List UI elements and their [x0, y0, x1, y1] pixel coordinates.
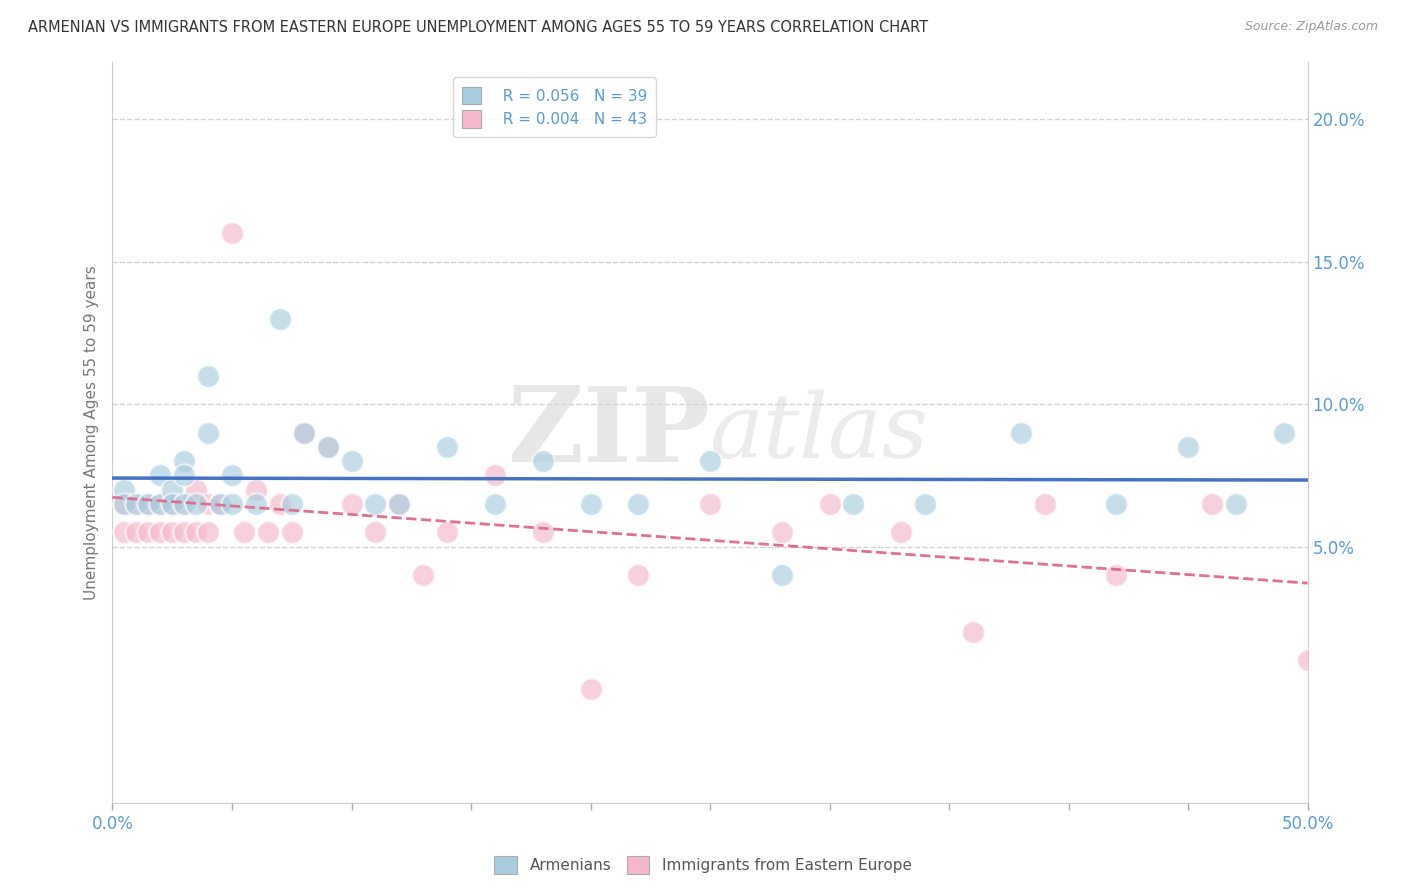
- Point: [699, 497, 721, 511]
- Point: [292, 425, 315, 440]
- Point: [186, 525, 208, 540]
- Point: [1225, 497, 1247, 511]
- Point: [699, 454, 721, 468]
- Y-axis label: Unemployment Among Ages 55 to 59 years: Unemployment Among Ages 55 to 59 years: [83, 265, 98, 600]
- Point: [269, 497, 291, 511]
- Point: [316, 440, 339, 454]
- Point: [842, 497, 865, 511]
- Point: [173, 468, 195, 483]
- Point: [484, 497, 506, 511]
- Point: [364, 525, 387, 540]
- Point: [221, 468, 243, 483]
- Point: [340, 454, 363, 468]
- Point: [173, 497, 195, 511]
- Point: [436, 440, 458, 454]
- Point: [221, 497, 243, 511]
- Point: [114, 483, 135, 497]
- Point: [531, 525, 554, 540]
- Point: [233, 525, 256, 540]
- Point: [292, 425, 315, 440]
- Point: [173, 497, 195, 511]
- Point: [257, 525, 280, 540]
- Point: [149, 497, 172, 511]
- Point: [1177, 440, 1199, 454]
- Point: [197, 525, 219, 540]
- Point: [770, 525, 793, 540]
- Point: [269, 311, 291, 326]
- Point: [186, 497, 208, 511]
- Text: ZIP: ZIP: [508, 382, 710, 483]
- Point: [125, 525, 148, 540]
- Point: [173, 525, 195, 540]
- Point: [484, 468, 506, 483]
- Point: [245, 497, 267, 511]
- Point: [245, 483, 267, 497]
- Point: [627, 568, 650, 582]
- Point: [412, 568, 434, 582]
- Point: [114, 497, 135, 511]
- Point: [138, 497, 160, 511]
- Text: atlas: atlas: [710, 389, 929, 476]
- Point: [1033, 497, 1056, 511]
- Point: [364, 497, 387, 511]
- Point: [162, 497, 183, 511]
- Point: [770, 568, 793, 582]
- Point: [125, 497, 148, 511]
- Point: [197, 497, 219, 511]
- Point: [1010, 425, 1032, 440]
- Point: [162, 525, 183, 540]
- Point: [340, 497, 363, 511]
- Point: [186, 483, 208, 497]
- Text: ARMENIAN VS IMMIGRANTS FROM EASTERN EUROPE UNEMPLOYMENT AMONG AGES 55 TO 59 YEAR: ARMENIAN VS IMMIGRANTS FROM EASTERN EURO…: [28, 20, 928, 35]
- Legend:   R = 0.056   N = 39,   R = 0.004   N = 43: R = 0.056 N = 39, R = 0.004 N = 43: [453, 78, 657, 137]
- Point: [197, 425, 219, 440]
- Point: [281, 525, 304, 540]
- Point: [221, 227, 243, 241]
- Point: [138, 525, 160, 540]
- Point: [162, 497, 183, 511]
- Point: [579, 497, 602, 511]
- Point: [209, 497, 232, 511]
- Point: [173, 454, 195, 468]
- Point: [531, 454, 554, 468]
- Point: [316, 440, 339, 454]
- Point: [890, 525, 912, 540]
- Point: [962, 624, 984, 639]
- Point: [1201, 497, 1223, 511]
- Point: [1296, 653, 1319, 667]
- Point: [149, 525, 172, 540]
- Point: [138, 497, 160, 511]
- Legend: Armenians, Immigrants from Eastern Europe: Armenians, Immigrants from Eastern Europ…: [488, 850, 918, 880]
- Point: [627, 497, 650, 511]
- Point: [388, 497, 411, 511]
- Point: [1105, 497, 1128, 511]
- Point: [209, 497, 232, 511]
- Point: [149, 468, 172, 483]
- Point: [197, 368, 219, 383]
- Point: [162, 483, 183, 497]
- Point: [281, 497, 304, 511]
- Point: [1105, 568, 1128, 582]
- Point: [579, 681, 602, 696]
- Point: [114, 497, 135, 511]
- Point: [149, 497, 172, 511]
- Point: [125, 497, 148, 511]
- Point: [388, 497, 411, 511]
- Point: [436, 525, 458, 540]
- Point: [818, 497, 841, 511]
- Point: [914, 497, 936, 511]
- Point: [114, 525, 135, 540]
- Text: Source: ZipAtlas.com: Source: ZipAtlas.com: [1244, 20, 1378, 33]
- Point: [1272, 425, 1295, 440]
